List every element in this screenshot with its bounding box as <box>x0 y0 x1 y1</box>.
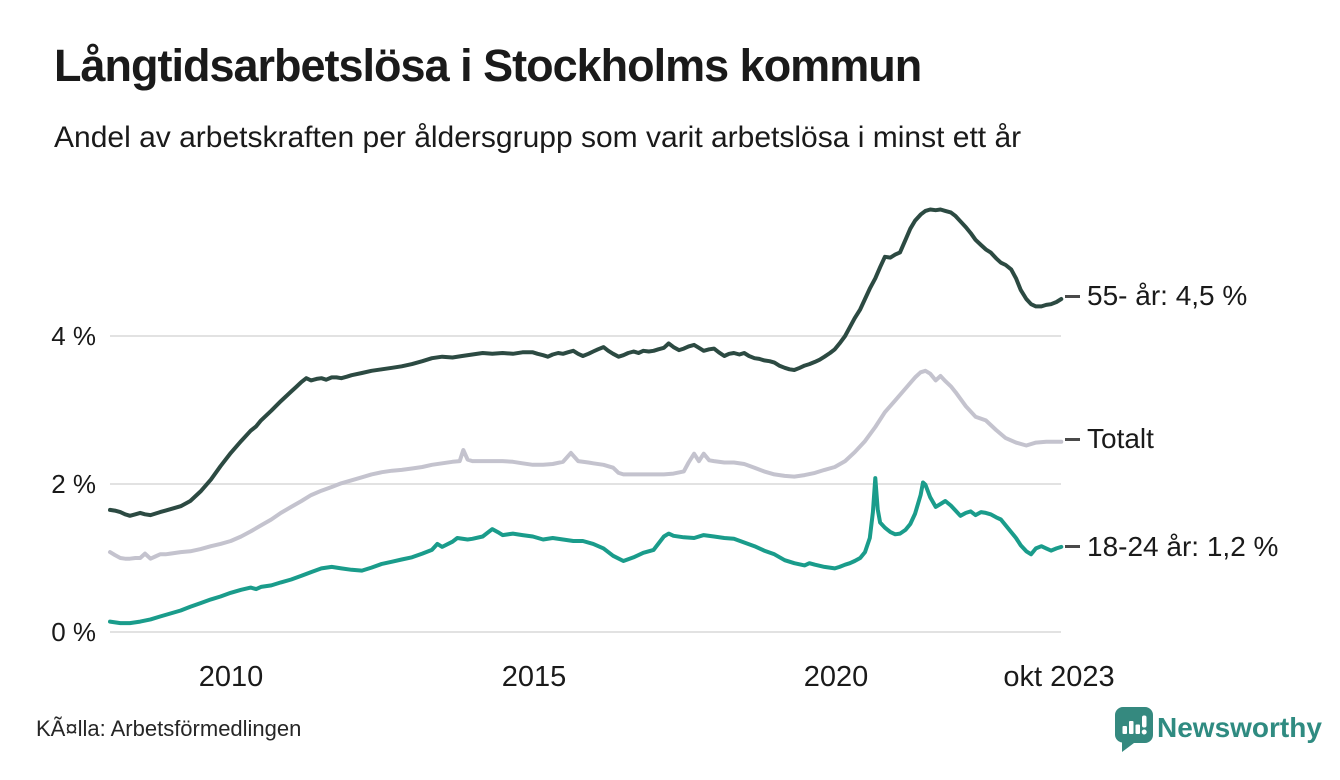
page-subtitle: Andel av arbetskraften per åldersgrupp s… <box>54 121 1022 154</box>
series-label-55-ar: 55- år: 4,5 % <box>1087 280 1248 311</box>
x-axis-label-2010: 2010 <box>198 661 264 693</box>
y-axis-label-0: 0 % <box>51 617 96 647</box>
newsworthy-logo-text: Newsworthy <box>1157 712 1322 743</box>
x-axis-label-okt-2023: okt 2023 <box>1003 661 1115 693</box>
line-55-år <box>108 207 1064 518</box>
series-label-tick-55 <box>1065 295 1080 298</box>
line-totalt <box>108 368 1064 561</box>
y-axis-label-4: 4 % <box>51 321 96 351</box>
page-title: Långtidsarbetslösa i Stockholms kommun <box>54 40 922 91</box>
newsworthy-logo-icon <box>1115 707 1153 752</box>
series-label-18-24-ar: 18-24 år: 1,2 % <box>1087 531 1279 562</box>
series-label-tick-18-24 <box>1065 545 1080 548</box>
x-axis-label-2015: 2015 <box>501 661 567 693</box>
source-note: KÃ¤lla: Arbetsförmedlingen <box>36 716 302 741</box>
series-label-totalt: Totalt <box>1087 423 1154 454</box>
gridlines <box>110 335 1061 633</box>
line-18-24-år <box>108 476 1064 626</box>
y-axis-label-2: 2 % <box>51 469 96 499</box>
series-label-tick-totalt <box>1065 438 1080 441</box>
x-axis-label-2020: 2020 <box>803 661 869 693</box>
series-lines <box>108 207 1064 626</box>
